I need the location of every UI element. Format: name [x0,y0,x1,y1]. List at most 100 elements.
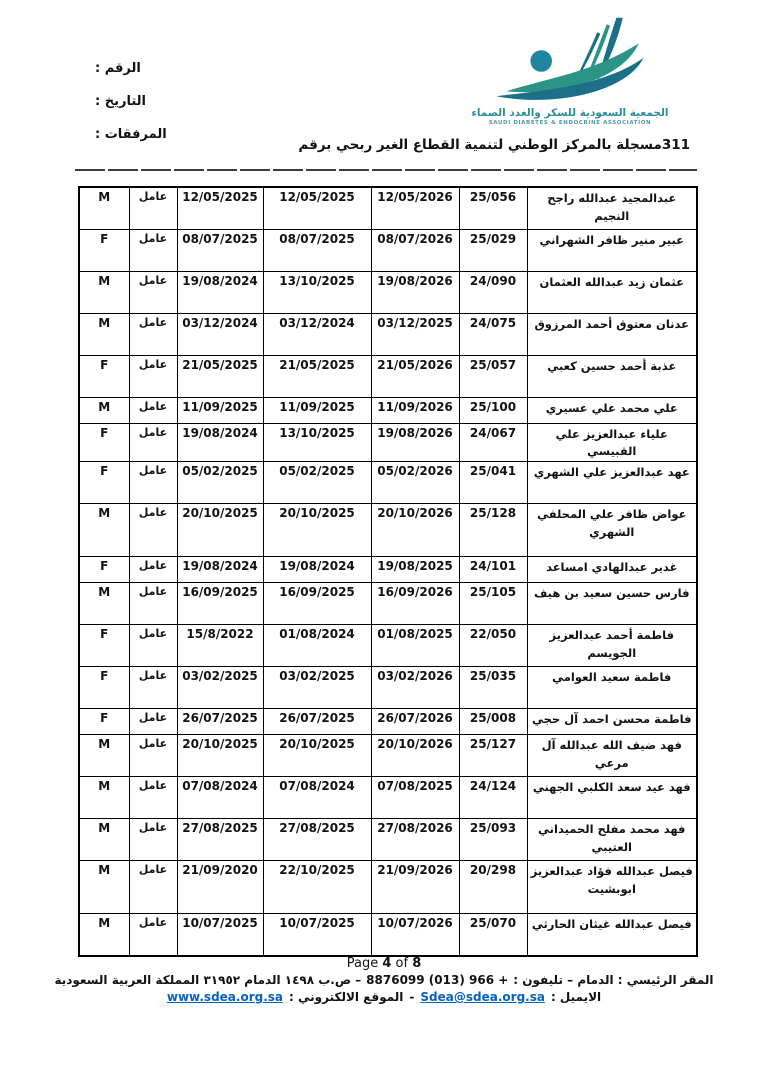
cell-membership-no: 25/057 [458,354,528,398]
cell-gender: M [78,818,130,862]
cell-join-date: 20/10/2025 [176,503,264,558]
field-attachments-label: المرفقات : [95,127,167,142]
cell-status: عامل [128,270,178,314]
table-row: فيصل عبدالله فؤاد عبدالعزيز ابوبشيت 20/2… [78,860,698,915]
cell-renewal-date: 05/02/2025 [262,461,372,505]
members-table: عبدالمجيد عبدالله راجح النجيم 25/056 12/… [78,186,698,957]
org-name-english: SAUDI DIABETES & ENDOCRINE ASSOCIATION [488,120,652,126]
cell-status: عامل [128,624,178,668]
cell-gender: F [78,422,130,463]
cell-gender: M [78,582,130,626]
cell-renewal-date: 03/02/2025 [262,666,372,710]
cell-membership-no: 25/008 [458,708,528,736]
table-row: علياء عبدالعزيز علي القبيسي 24/067 19/08… [78,422,698,463]
cell-expiry-date: 07/08/2025 [370,776,460,820]
cell-status: عامل [128,708,178,736]
cell-expiry-date: 03/12/2025 [370,312,460,356]
cell-member-name: فيصل عبدالله فؤاد عبدالعزيز ابوبشيت [526,860,698,915]
association-logo-icon [496,17,644,100]
registration-line: 311مسجلة بالمركز الوطني لتنمية القطاع ال… [298,137,690,153]
cell-renewal-date: 27/08/2025 [262,818,372,862]
cell-membership-no: 25/093 [458,818,528,862]
cell-membership-no: 25/105 [458,582,528,626]
table-row: فاطمة أحمد عبدالعزيز الجويسم 22/050 01/0… [78,624,698,668]
cell-join-date: 03/02/2025 [176,666,264,710]
cell-gender: M [78,776,130,820]
cell-status: عامل [128,354,178,398]
cell-membership-no: 25/070 [458,913,528,957]
cell-member-name: فاطمة أحمد عبدالعزيز الجويسم [526,624,698,668]
cell-member-name: عبدالمجيد عبدالله راجح النجيم [526,186,698,230]
cell-expiry-date: 01/08/2025 [370,624,460,668]
page-indicator-current: 4 [382,956,392,971]
cell-gender: M [78,396,130,424]
table-row: فاطمة محسن احمد آل حجي 25/008 26/07/2026… [78,708,698,736]
cell-membership-no: 25/029 [458,228,528,272]
cell-expiry-date: 21/09/2026 [370,860,460,915]
cell-renewal-date: 20/10/2025 [262,503,372,558]
cell-join-date: 10/07/2025 [176,913,264,957]
table-row: فهد عيد سعد الكلبي الجهني 24/124 07/08/2… [78,776,698,820]
cell-renewal-date: 16/09/2025 [262,582,372,626]
cell-gender: M [78,734,130,778]
cell-membership-no: 22/050 [458,624,528,668]
cell-status: عامل [128,503,178,558]
address-right-part: المقر الرئيسي : الدمام – تليفون : [513,973,714,987]
email-link[interactable]: Sdea@sdea.org.sa [420,990,545,1004]
cell-membership-no: 25/127 [458,734,528,778]
cell-gender: F [78,228,130,272]
cell-status: عامل [128,186,178,230]
cell-renewal-date: 03/12/2024 [262,312,372,356]
footer: Page 4 of 8 المقر الرئيسي : الدمام – تلي… [0,956,768,1004]
field-number-label: الرقم : [95,61,141,76]
table-row: غدير عبدالهادي امساعد 24/101 19/08/2025 … [78,556,698,584]
table-row: عواض ظافر علي المحلفي الشهري 25/128 20/1… [78,503,698,558]
header-separator-line [75,169,697,171]
cell-join-date: 05/02/2025 [176,461,264,505]
cell-gender: M [78,860,130,915]
cell-gender: M [78,913,130,957]
cell-member-name: عهد عبدالعزيز علي الشهري [526,461,698,505]
cell-membership-no: 24/124 [458,776,528,820]
cell-gender: F [78,708,130,736]
cell-renewal-date: 19/08/2024 [262,556,372,584]
email-label: الايميل : [550,990,602,1004]
table-row: عذبة أحمد حسين كعبي 25/057 21/05/2026 21… [78,354,698,398]
cell-renewal-date: 13/10/2025 [262,270,372,314]
cell-membership-no: 25/035 [458,666,528,710]
page-indicator: Page 4 of 8 [0,956,768,971]
cell-status: عامل [128,734,178,778]
contact-line: الايميل : Sdea@sdea.org.sa - الموقع الال… [0,990,768,1004]
cell-gender: M [78,270,130,314]
cell-expiry-date: 12/05/2026 [370,186,460,230]
cell-member-name: فهد ضيف الله عبدالله آل مرعي [526,734,698,778]
table-row: فهد محمد مفلح الحميداني العتيبي 25/093 2… [78,818,698,862]
table-row: عدنان معتوق أحمد المرزوق 24/075 03/12/20… [78,312,698,356]
cell-expiry-date: 19/08/2026 [370,422,460,463]
field-date-label: التاريخ : [95,94,146,109]
cell-join-date: 19/08/2024 [176,270,264,314]
table-row: عثمان زيد عبدالله العثمان 24/090 19/08/2… [78,270,698,314]
cell-join-date: 19/08/2024 [176,422,264,463]
cell-status: عامل [128,422,178,463]
cell-membership-no: 25/056 [458,186,528,230]
cell-join-date: 26/07/2025 [176,708,264,736]
website-link[interactable]: www.sdea.org.sa [166,990,284,1004]
cell-expiry-date: 20/10/2026 [370,503,460,558]
cell-expiry-date: 08/07/2026 [370,228,460,272]
members-table-body: عبدالمجيد عبدالله راجح النجيم 25/056 12/… [78,186,698,957]
cell-join-date: 21/09/2020 [176,860,264,915]
cell-member-name: علياء عبدالعزيز علي القبيسي [526,422,698,463]
cell-member-name: عدنان معتوق أحمد المرزوق [526,312,698,356]
cell-membership-no: 25/100 [458,396,528,424]
cell-gender: F [78,624,130,668]
table-row: عبير منير ظافر الشهراني 25/029 08/07/202… [78,228,698,272]
cell-gender: M [78,186,130,230]
header-fields: الرقم : التاريخ : المرفقات : [95,52,219,151]
cell-expiry-date: 20/10/2026 [370,734,460,778]
cell-membership-no: 24/101 [458,556,528,584]
table-row: فاطمة سعيد العوامي 25/035 03/02/2026 03/… [78,666,698,710]
cell-member-name: عثمان زيد عبدالله العثمان [526,270,698,314]
cell-renewal-date: 07/08/2024 [262,776,372,820]
contact-separator: - [409,990,415,1004]
